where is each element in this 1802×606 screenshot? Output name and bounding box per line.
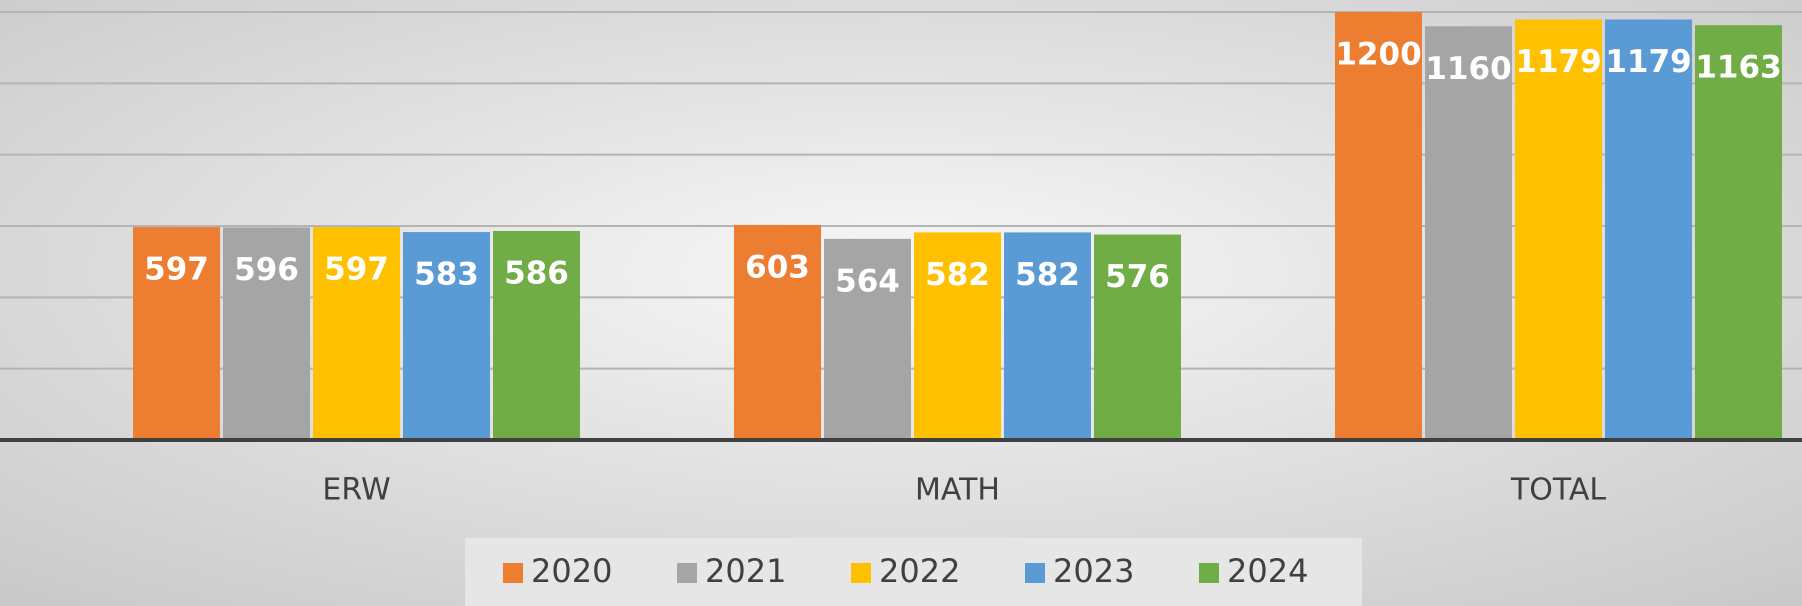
bar	[1004, 232, 1091, 440]
legend-swatch	[1199, 563, 1219, 583]
legend-label: 2021	[705, 552, 786, 590]
x-tick-label: MATH	[915, 473, 1000, 508]
bar	[403, 232, 490, 440]
legend-label: 2024	[1227, 552, 1308, 590]
data-label: 576	[1105, 259, 1170, 295]
bar	[914, 232, 1001, 440]
legend-swatch	[1025, 563, 1045, 583]
bar	[1094, 234, 1181, 440]
data-label: 1200	[1335, 37, 1421, 73]
data-label: 586	[504, 255, 569, 291]
data-label: 582	[1015, 257, 1080, 293]
data-label: 1163	[1695, 50, 1781, 86]
legend-swatch	[677, 563, 697, 583]
bar	[493, 230, 580, 440]
data-label: 1179	[1605, 44, 1691, 80]
legend-label: 2023	[1053, 552, 1134, 590]
data-label: 1179	[1515, 44, 1601, 80]
bar	[824, 238, 911, 440]
data-label: 564	[835, 263, 900, 299]
data-label: 1160	[1425, 51, 1511, 87]
data-label: 597	[144, 252, 209, 288]
data-label: 596	[234, 252, 299, 288]
x-tick-label: ERW	[322, 473, 390, 508]
bar	[313, 227, 400, 440]
legend-label: 2020	[531, 552, 612, 590]
bar	[1515, 19, 1602, 441]
legend-swatch	[503, 563, 523, 583]
legend-swatch	[851, 563, 871, 583]
data-label: 582	[925, 257, 990, 293]
legend-label: 2022	[879, 552, 960, 590]
data-label: 583	[414, 257, 479, 293]
bar	[223, 227, 310, 440]
bar	[1335, 12, 1422, 440]
bar	[133, 227, 220, 440]
x-tick-label: TOTAL	[1510, 473, 1606, 508]
bar	[734, 224, 821, 440]
bar	[1425, 26, 1512, 441]
bar	[1605, 19, 1692, 441]
data-label: 603	[745, 249, 810, 285]
bar	[1695, 25, 1782, 441]
data-label: 597	[324, 252, 389, 288]
